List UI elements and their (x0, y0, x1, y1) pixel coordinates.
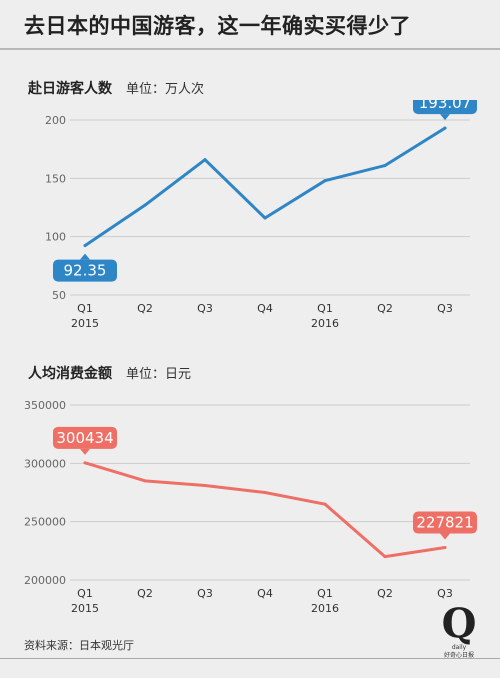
c1-callout-pointer (440, 114, 450, 121)
c2-xtick-label: Q4 (257, 587, 273, 600)
c2-data-point (83, 461, 87, 465)
c2-xtick-label: Q3 (437, 587, 453, 600)
logo-mark: Q (441, 600, 477, 647)
c2-xtick-label: Q2 (377, 587, 393, 600)
logo-tagline: 好奇心日报 (443, 652, 474, 659)
page-title: 去日本的中国游客，这一年确实买得少了 (24, 14, 411, 38)
chart1-title: 赴日游客人数 单位：万人次 (28, 78, 204, 98)
c1-xtick-label: Q2 (137, 302, 153, 315)
c1-series-line (83, 126, 447, 248)
c2-ytick-label: 350000 (24, 399, 66, 412)
c2-data-label: 227821 (416, 514, 473, 532)
c2-year-label: 2016 (311, 602, 339, 615)
c2-series-line (83, 461, 447, 559)
c1-ytick-label: 150 (45, 172, 66, 185)
source-note: 资料来源：日本观光厅 (24, 639, 134, 652)
c1-ytick-label: 100 (45, 231, 66, 244)
c1-callout-pointer (80, 253, 90, 260)
c2-callout-pointer (80, 448, 90, 455)
c2-data-point (143, 479, 147, 483)
c2-ytick-label: 250000 (24, 516, 66, 529)
c1-ytick-label: 50 (52, 289, 66, 302)
c2-callout-box (53, 426, 117, 449)
c2-data-point (383, 555, 387, 559)
c2-xtick-label: Q1 (317, 587, 333, 600)
c1-xtick-label: Q1 (317, 302, 333, 315)
header-divider (0, 48, 500, 50)
visitors-line-chart: 50 100 150 200 Q1 2015 Q2 Q3 Q4 Q1 2016 Q2 Q3 92.35 19… (45, 100, 477, 330)
c1-data-point (83, 244, 87, 248)
spending-line-chart: 200000 250000 300000 350000 Q1 2015 Q2 Q3 Q4 Q1 20… (24, 399, 477, 615)
c2-xtick-label: Q2 (137, 587, 153, 600)
c2-year-label: 2015 (71, 602, 99, 615)
c2-data-point (263, 491, 267, 494)
c1-data-point (263, 216, 267, 220)
c1-data-label: 193.07 (419, 100, 472, 112)
c1-callout-box (53, 259, 117, 282)
c2-callout-pointer (440, 533, 450, 540)
c1-data-point (203, 158, 207, 162)
c1-xtick-label: Q2 (377, 302, 393, 315)
c1-xtick-label: Q3 (197, 302, 213, 315)
c1-data-point (323, 179, 327, 183)
qdaily-logo: Q daily 好奇心日报 (439, 604, 479, 660)
c1-callout-box (413, 100, 477, 115)
c1-data-point (383, 164, 387, 167)
c1-data-point (143, 203, 147, 207)
chart2-title-text: 人均消费金额 (28, 366, 112, 382)
c2-data-point (323, 502, 327, 506)
chart2-title: 人均消费金额 单位：日元 (28, 363, 191, 383)
chart1-title-text: 赴日游客人数 (28, 81, 112, 97)
c2-ytick-label: 200000 (24, 574, 66, 587)
c2-data-point (203, 484, 207, 487)
c1-data-point (443, 126, 447, 130)
c1-data-label: 92.35 (64, 262, 107, 280)
c1-ytick-label: 200 (45, 114, 66, 127)
c2-data-point (443, 546, 447, 550)
c1-xtick-label: Q4 (257, 302, 273, 315)
logo-sub: daily (451, 644, 467, 651)
chart2-unit: 单位：日元 (126, 367, 192, 382)
c1-xtick-label: Q3 (437, 302, 453, 315)
c1-year-label: 2015 (71, 317, 99, 330)
footer-divider (0, 658, 500, 659)
c2-ytick-label: 300000 (24, 457, 66, 470)
c2-data-label: 300434 (56, 429, 113, 447)
c2-xtick-label: Q1 (77, 587, 93, 600)
c1-xtick-label: Q1 (77, 302, 93, 315)
c2-xtick-label: Q3 (197, 587, 213, 600)
c2-callout-box (413, 511, 477, 534)
chart1-unit: 单位：万人次 (126, 82, 205, 97)
c1-year-label: 2016 (311, 317, 339, 330)
